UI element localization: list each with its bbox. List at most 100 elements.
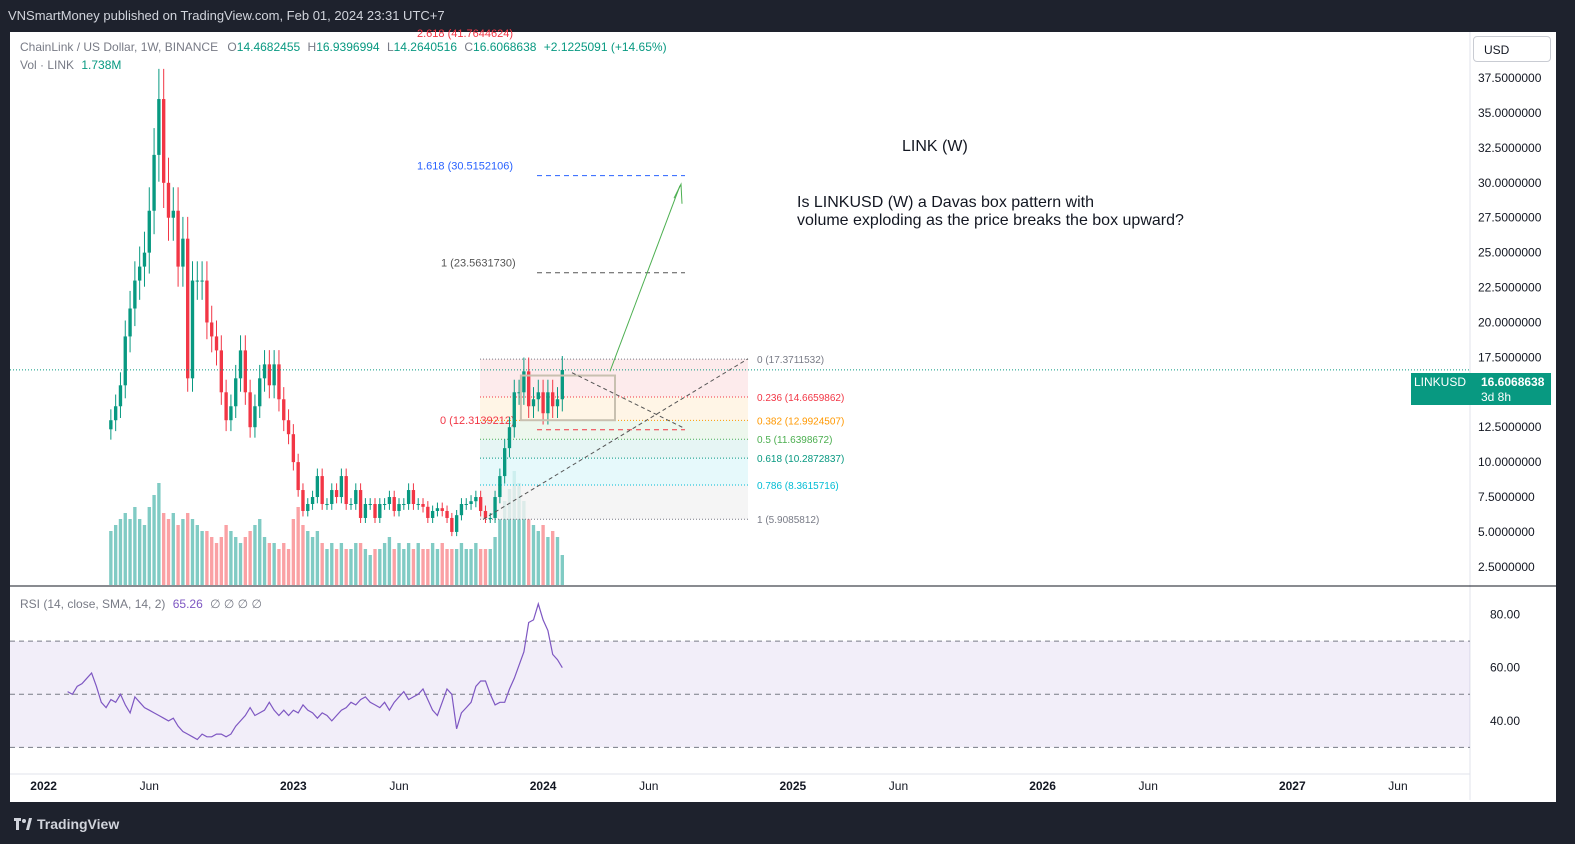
time-axis-tick: 2027 [1279, 779, 1306, 793]
volume-bar [277, 549, 281, 585]
candle-body [435, 508, 440, 511]
volume-bar [109, 531, 113, 585]
time-axis-tick: 2023 [280, 779, 307, 793]
volume-bar [358, 543, 363, 585]
volume-value: 1.738M [81, 58, 122, 72]
time-axis-tick: Jun [639, 779, 658, 793]
candle-body [210, 322, 214, 337]
candle-body [234, 378, 238, 407]
volume-bar [181, 519, 185, 585]
volume-bar [445, 549, 449, 585]
volume-bar [243, 537, 248, 585]
volume-bar [310, 537, 315, 585]
candle-body [253, 406, 257, 428]
volume-bar [435, 549, 440, 585]
volume-bar [421, 549, 425, 585]
currency-button[interactable]: USD [1473, 36, 1551, 62]
candle-body [195, 280, 199, 282]
change-value: +2.1225091 (+14.65%) [543, 40, 667, 54]
fib-extension-label: 1 (23.5631730) [441, 258, 516, 270]
candle-body [243, 350, 248, 393]
candle-body [349, 504, 353, 506]
chart-title-annotation: LINK (W) [902, 138, 968, 155]
volume-bar [454, 549, 459, 585]
volume-bar [301, 525, 305, 585]
rsi-extra: ∅ ∅ ∅ ∅ [210, 597, 262, 611]
candle-body [536, 392, 540, 400]
breakout-arrow-head [673, 182, 683, 204]
low-value: 14.2640516 [393, 40, 458, 54]
volume-bar [502, 501, 507, 585]
volume-bar [152, 495, 156, 585]
volume-bar [205, 531, 209, 585]
candle-body [267, 364, 272, 386]
volume-legend: Vol · LINK 1.738M [20, 58, 121, 72]
tradingview-logo[interactable]: TradingView [14, 816, 119, 832]
candle-body [445, 510, 449, 518]
volume-bar [137, 519, 142, 585]
volume-bar [397, 543, 401, 585]
candle-body [291, 434, 296, 463]
candle-body [358, 490, 363, 518]
volume-bar [267, 543, 272, 585]
price-axis-tick: 20.0000000 [1478, 315, 1542, 329]
candle-body [282, 399, 286, 421]
volume-bar [546, 537, 550, 585]
candle-body [262, 364, 267, 379]
volume-bar [210, 537, 214, 585]
fib-level-label: 0.5 (11.6398672) [757, 435, 832, 446]
trend-line-support [482, 358, 749, 520]
candle-body [258, 378, 262, 407]
candle-body [426, 506, 430, 518]
candle-body [498, 476, 502, 498]
candle-body [397, 504, 401, 511]
volume-bar [258, 519, 262, 585]
candle-body [109, 420, 113, 430]
volume-bar [430, 543, 435, 585]
time-axis-tick: 2022 [30, 779, 57, 793]
volume-bar [133, 507, 137, 585]
time-axis-tick: 2024 [530, 779, 557, 793]
candle-body [142, 252, 147, 267]
candle-body [339, 476, 344, 498]
volume-bar [286, 549, 291, 585]
volume-bar [291, 519, 296, 585]
volume-bars [109, 471, 564, 585]
volume-label: Vol · LINK [20, 58, 75, 72]
volume-bar [219, 537, 223, 585]
candles [109, 68, 564, 537]
rsi-axis-tick: 80.00 [1490, 608, 1520, 622]
candle-body [176, 210, 180, 267]
symbol-legend: ChainLink / US Dollar, 1W, BINANCE O14.4… [20, 40, 667, 54]
volume-bar [382, 543, 387, 585]
volume-bar [113, 525, 118, 585]
time-axis: 2022 Jun 2023 Jun 2024 Jun 2025 Jun 2026 Jun 2027 J… [10, 773, 1470, 793]
volume-bar [551, 531, 555, 585]
candle-body [551, 392, 555, 407]
volume-bar [186, 513, 190, 585]
volume-bar [426, 549, 430, 585]
volume-bar [527, 519, 531, 585]
volume-bar [517, 483, 521, 585]
volume-bar [234, 537, 238, 585]
volume-bar [262, 537, 267, 585]
candle-body [507, 427, 512, 449]
volume-bar [560, 555, 564, 585]
volume-bar [195, 525, 199, 585]
close-label: C [464, 40, 474, 54]
volume-bar [512, 471, 516, 585]
candle-body [296, 462, 300, 491]
volume-bar [171, 513, 175, 585]
volume-bar [200, 531, 204, 585]
volume-bar [147, 507, 151, 585]
candle-body [382, 504, 387, 506]
volume-bar [157, 483, 161, 585]
price-axis-tick: 2.5000000 [1478, 560, 1535, 574]
candle-body [450, 517, 454, 532]
volume-bar [522, 501, 526, 585]
close-value: 16.6068638 [473, 40, 537, 54]
candle-body [474, 497, 478, 502]
candle-body [272, 364, 276, 386]
candle-body [214, 336, 219, 351]
